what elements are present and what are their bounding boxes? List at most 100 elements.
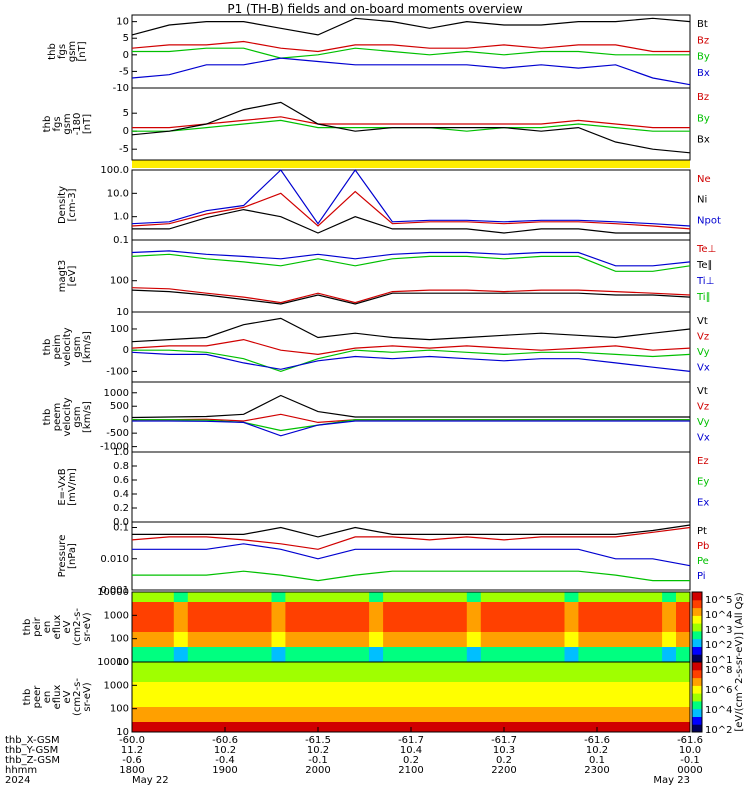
spectrogram-cell-peer	[369, 707, 384, 713]
spectrogram-cell-peir	[355, 602, 370, 608]
spectrogram-cell-peir	[606, 602, 621, 608]
y-tick-label-efield: 0.8	[113, 461, 129, 472]
spectrogram-cell-peer	[536, 662, 551, 668]
spectrogram-cell-peer	[243, 717, 258, 723]
spectrogram-cell-peir	[438, 622, 454, 628]
series-line-temp-Ti∥	[131, 253, 691, 272]
spectrogram-cell-peir	[466, 642, 482, 648]
y-tick-label-peir: 100	[110, 634, 129, 645]
footer-value: 2300	[584, 765, 609, 776]
spectrogram-cell-peer	[466, 712, 482, 718]
spectrogram-cell-peir	[662, 597, 677, 603]
spectrogram-cell-peir	[550, 657, 565, 663]
spectrogram-cell-peer	[145, 692, 161, 698]
spectrogram-cell-peir	[173, 602, 189, 608]
spectrogram-cell-peir	[243, 612, 258, 618]
series-line-fgs_gsm-By	[132, 47, 690, 59]
spectrogram-cell-peir	[424, 637, 440, 643]
spectrogram-cell-peir	[550, 627, 565, 633]
legend-entry-temp: Ti⊥	[696, 276, 714, 287]
spectrogram-cell-peer	[606, 712, 621, 718]
y-tick-label-fgs_gsm: -5	[119, 66, 129, 77]
spectrogram-cell-peer	[578, 687, 593, 693]
y-axis-label-fgs_gsm_rot: thb	[42, 116, 53, 133]
spectrogram-cell-peir	[159, 622, 175, 628]
y-tick-label-fgs_gsm: -10	[113, 83, 129, 94]
spectrogram-cell-peer	[257, 687, 272, 693]
spectrogram-cell-peir	[299, 612, 314, 618]
spectrogram-cell-peer	[215, 662, 231, 668]
spectrogram-cell-peir	[424, 657, 440, 663]
spectrogram-cell-peer	[564, 667, 579, 673]
spectrogram-cell-peer	[229, 672, 244, 678]
spectrogram-cell-peer	[578, 662, 593, 668]
y-tick-label-fgs_gsm_rot: -5	[119, 144, 129, 155]
spectrogram-cell-peer	[369, 677, 384, 683]
spectrogram-cell-peir	[355, 652, 370, 658]
spectrogram-cell-peir	[508, 627, 523, 633]
spectrogram-cell-peir	[145, 627, 161, 633]
y-tick-label-peem_velocity: 1000	[104, 388, 129, 399]
spectrogram-cell-peer	[676, 672, 691, 678]
spectrogram-cell-peir	[229, 647, 244, 653]
spectrogram-cell-peir	[173, 617, 189, 623]
spectrogram-cell-peir	[132, 612, 147, 618]
spectrogram-cell-peir	[522, 592, 537, 598]
spectrogram-cell-peir	[411, 597, 426, 603]
spectrogram-cell-peir	[271, 592, 286, 598]
spectrogram-cell-peir	[466, 637, 482, 643]
y-axis-label-peer: eflux	[52, 685, 63, 710]
spectrogram-cell-peir	[355, 627, 370, 633]
legend-entry-pressure: Pi	[697, 571, 706, 582]
spectrogram-cell-peer	[145, 707, 161, 713]
spectrogram-cell-peer	[327, 677, 342, 683]
spectrogram-cell-peer	[132, 667, 147, 673]
spectrogram-cell-peir	[215, 607, 231, 613]
spectrogram-cell-peer	[383, 727, 398, 733]
spectrogram-cell-peir	[159, 632, 175, 638]
spectrogram-cell-peer	[452, 667, 468, 673]
spectrogram-cell-peir	[132, 622, 147, 628]
colorbar-segment-peer	[692, 700, 702, 710]
spectrogram-cell-peer	[550, 667, 565, 673]
spectrogram-cell-peer	[341, 722, 356, 728]
spectrogram-cell-peer	[397, 662, 412, 668]
spectrogram-cell-peer	[411, 727, 426, 733]
spectrogram-cell-peir	[215, 597, 231, 603]
spectrogram-cell-peer	[257, 662, 272, 668]
spectrogram-cell-peer	[620, 662, 635, 668]
spectrogram-cell-peer	[159, 667, 175, 673]
spectrogram-cell-peir	[145, 632, 161, 638]
spectrogram-cell-peer	[383, 692, 398, 698]
spectrogram-cell-peer	[536, 717, 551, 723]
spectrogram-cell-peer	[494, 727, 510, 733]
legend-entry-fgs_gsm: By	[697, 52, 710, 63]
spectrogram-cell-peir	[452, 622, 468, 628]
y-axis-label-peer: en	[42, 691, 53, 704]
spectrogram-cell-peer	[397, 677, 412, 683]
spectrogram-cell-peir	[397, 637, 412, 643]
spectrogram-cell-peer	[424, 702, 440, 708]
spectrogram-cell-peer	[313, 712, 328, 718]
spectrogram-cell-peer	[550, 682, 565, 688]
spectrogram-cell-peir	[299, 632, 314, 638]
colorbar-units-label: [eV/(cm^2-s-sr-eV)] (All Qs)	[734, 592, 745, 731]
spectrogram-cell-peir	[341, 612, 356, 618]
spectrogram-cell-peir	[243, 597, 258, 603]
spectrogram-cell-peer	[634, 672, 649, 678]
y-axis-label-peir: (cm2-s-	[72, 608, 83, 646]
spectrogram-cell-peir	[285, 592, 300, 598]
spectrogram-cell-peer	[676, 697, 691, 703]
spectrogram-cell-peer	[201, 722, 217, 728]
y-axis-label-peir: peir	[32, 616, 43, 636]
spectrogram-cell-peir	[466, 602, 482, 608]
spectrogram-cell-peir	[243, 632, 258, 638]
spectrogram-cell-peir	[676, 617, 691, 623]
spectrogram-cell-peir	[285, 647, 300, 653]
spectrogram-cell-peir	[383, 642, 398, 648]
spectrogram-cell-peir	[592, 652, 607, 658]
spectrogram-cell-peer	[550, 707, 565, 713]
spectrogram-cell-peir	[341, 642, 356, 648]
footer-value: -0.1	[308, 755, 328, 766]
spectrogram-cell-peir	[201, 642, 217, 648]
